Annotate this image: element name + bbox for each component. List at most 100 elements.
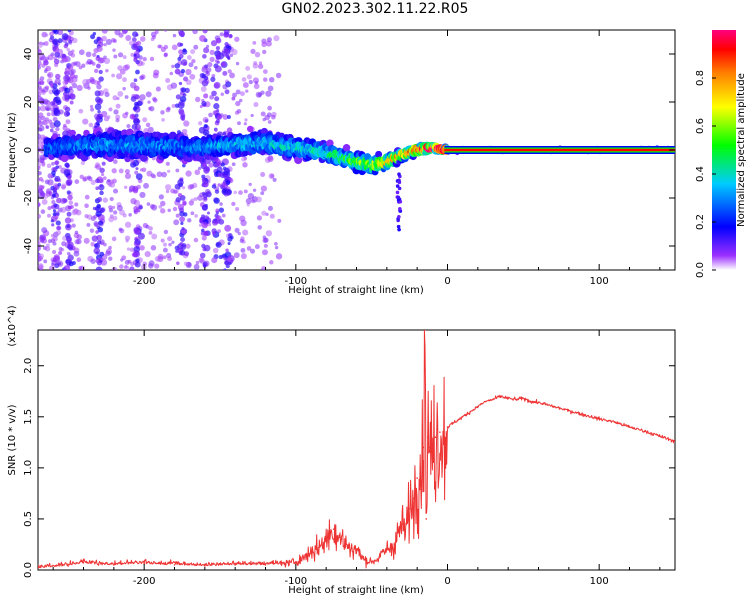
spectrogram-noise-point xyxy=(130,52,135,57)
spectrogram-noise-point xyxy=(235,207,240,212)
spectrogram-noise-point xyxy=(240,219,247,227)
snr-data-point xyxy=(386,548,388,551)
spectrogram-noise-point xyxy=(197,166,202,171)
spectrogram-burst-point xyxy=(215,53,222,60)
spectrogram-tail-point xyxy=(397,186,402,191)
spectrogram-noise-point xyxy=(139,94,146,101)
spectrogram-noise-point xyxy=(254,80,259,85)
spectrogram-noise-point xyxy=(172,33,177,38)
spectrogram-noise-point xyxy=(163,52,168,57)
spectrogram-burst-point xyxy=(182,93,187,97)
spectrogram-noise-point xyxy=(71,223,76,228)
spectrogram-noise-point xyxy=(39,76,45,81)
snr-x-tick-label: -100 xyxy=(284,576,307,587)
spectrogram-burst-point xyxy=(52,193,56,198)
snr-y-axis-label: SNR (10 * v/v) xyxy=(7,404,18,475)
spectrogram-burst-point xyxy=(135,173,143,181)
spectrogram-burst-point xyxy=(179,42,184,47)
snr-data-point xyxy=(204,565,206,567)
snr-data-point xyxy=(423,330,426,331)
spectrogram-burst-point xyxy=(98,69,103,75)
spectrogram-noise-point xyxy=(115,103,121,109)
spectrogram-burst-point xyxy=(213,197,220,204)
spectrogram-noise-point xyxy=(239,238,244,243)
spectrogram-noise-point xyxy=(111,37,116,43)
spectrogram-noise-point xyxy=(185,68,192,76)
spectrogram-burst-point xyxy=(201,174,206,179)
spectrogram-band-point xyxy=(139,154,148,162)
spectrogram-noise-point xyxy=(209,56,215,62)
spectrogram-noise-point xyxy=(256,215,262,221)
spectrogram-noise-point xyxy=(89,228,95,233)
spectrogram-burst-point xyxy=(136,40,142,46)
spectrogram-burst-point xyxy=(52,209,57,213)
spectrogram-noise-point xyxy=(174,189,179,194)
spectrogram-noise-point xyxy=(267,205,273,211)
spectrogram-noise-point xyxy=(111,205,116,209)
spectrogram-x-tick-label: -100 xyxy=(284,276,307,287)
spectrogram-noise-point xyxy=(260,191,265,196)
spectrogram-noise-point xyxy=(233,190,238,195)
spectrogram-burst-point xyxy=(224,224,232,232)
spectrogram-burst-point xyxy=(228,261,232,266)
spectrogram-noise-point xyxy=(194,214,198,218)
spectrogram-noise-point xyxy=(83,237,90,244)
spectrogram-noise-point xyxy=(173,219,180,226)
snr-data-point xyxy=(461,416,464,418)
snr-data-point xyxy=(425,518,428,520)
spectrogram-burst-point xyxy=(53,203,58,208)
spectrogram-burst-point xyxy=(54,160,60,166)
spectrogram-noise-point xyxy=(183,120,190,127)
spectrogram-burst-point xyxy=(63,44,69,49)
spectrogram-burst-point xyxy=(98,76,104,82)
spectrogram-noise-point xyxy=(105,250,111,256)
spectrogram-burst-point xyxy=(180,244,187,250)
spectrogram-burst-point xyxy=(217,172,222,178)
spectrogram-noise-point xyxy=(191,58,196,64)
spectrogram-noise-point xyxy=(51,161,55,166)
spectrogram-burst-point xyxy=(129,113,136,120)
snr-data-point xyxy=(419,467,422,469)
spectrogram-noise-point xyxy=(245,66,251,71)
spectrogram-burst-point xyxy=(214,128,218,132)
spectrogram-noise-point xyxy=(154,263,160,269)
spectrogram-noise-point xyxy=(189,73,196,80)
snr-y-tick-label: 1.5 xyxy=(23,409,34,425)
spectrogram-burst-point xyxy=(64,217,72,224)
spectrogram-burst-point xyxy=(67,194,73,201)
spectrogram-noise-point xyxy=(148,260,155,267)
spectrogram-burst-point xyxy=(99,167,105,174)
spectrogram-noise-point xyxy=(86,58,93,65)
spectrogram-burst-point xyxy=(94,90,101,97)
snr-y-tick-label: 0.0 xyxy=(23,562,34,578)
spectrogram-noise-point xyxy=(126,124,131,129)
spectrogram-noise-point xyxy=(74,179,80,184)
spectrogram-tail-point xyxy=(398,206,402,211)
spectrogram-noise-point xyxy=(57,164,62,169)
spectrogram-burst-point xyxy=(181,226,185,231)
spectrogram-noise-point xyxy=(74,230,79,235)
spectrogram-noise-point xyxy=(70,52,76,58)
spectrogram-noise-point xyxy=(240,91,245,97)
spectrogram-burst-point xyxy=(65,235,72,242)
spectrogram-noise-point xyxy=(38,166,41,171)
spectrogram-noise-point xyxy=(146,202,151,206)
spectrogram-noise-point xyxy=(250,48,256,54)
spectrogram-noise-point xyxy=(275,253,283,260)
spectrogram-burst-point xyxy=(131,252,136,257)
spectrogram-y-axis-label: Frequency (Hz) xyxy=(7,112,18,188)
spectrogram-noise-point xyxy=(158,194,164,200)
snr-data-point xyxy=(173,564,176,566)
spectrogram-burst-point xyxy=(95,55,101,62)
spectrogram-noise-point xyxy=(130,197,137,205)
snr-data-point xyxy=(674,440,675,443)
spectrogram-noise-point xyxy=(248,182,252,187)
snr-data-point xyxy=(378,556,381,559)
spectrogram-noise-point xyxy=(78,49,85,56)
spectrogram-burst-point xyxy=(67,241,74,248)
spectrogram-noise-point xyxy=(272,177,277,182)
spectrogram-burst-point xyxy=(54,175,61,182)
spectrogram-burst-point xyxy=(68,65,74,71)
spectrogram-noise-point xyxy=(44,33,49,37)
spectrogram-noise-point xyxy=(269,213,275,219)
